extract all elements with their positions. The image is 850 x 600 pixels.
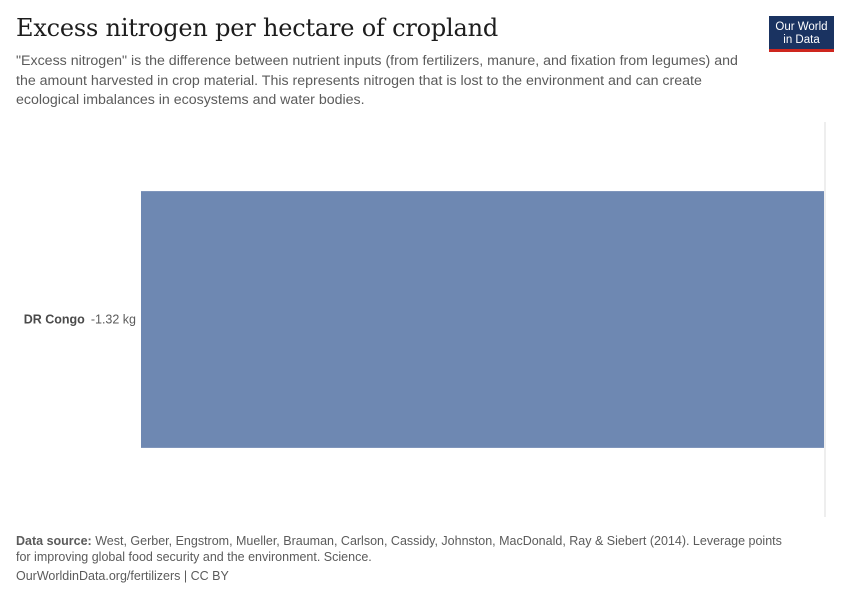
license-link[interactable]: CC BY [190, 569, 229, 583]
owid-logo[interactable]: Our World in Data [769, 16, 834, 52]
bar-value-label: -1.32 kg [91, 313, 136, 327]
footer-links: OurWorldinData.org/fertilizers | CC BY [16, 569, 229, 583]
bar-chart: -1.32 kg DR Congo [24, 122, 826, 517]
data-source-text: West, Gerber, Engstrom, Mueller, Brauman… [16, 534, 782, 564]
footer-separator: | [183, 569, 188, 583]
logo-line-2: in Data [783, 33, 820, 46]
chart-subtitle: "Excess nitrogen" is the difference betw… [16, 53, 738, 108]
bar[interactable] [141, 191, 824, 448]
chart-title: Excess nitrogen per hectare of cropland [16, 14, 499, 42]
data-source-label: Data source: [16, 534, 92, 548]
category-label: DR Congo [24, 313, 85, 327]
data-source: Data source: West, Gerber, Engstrom, Mue… [16, 533, 796, 565]
logo-line-1: Our World [775, 21, 828, 33]
source-url-link[interactable]: OurWorldinData.org/fertilizers [16, 569, 181, 583]
